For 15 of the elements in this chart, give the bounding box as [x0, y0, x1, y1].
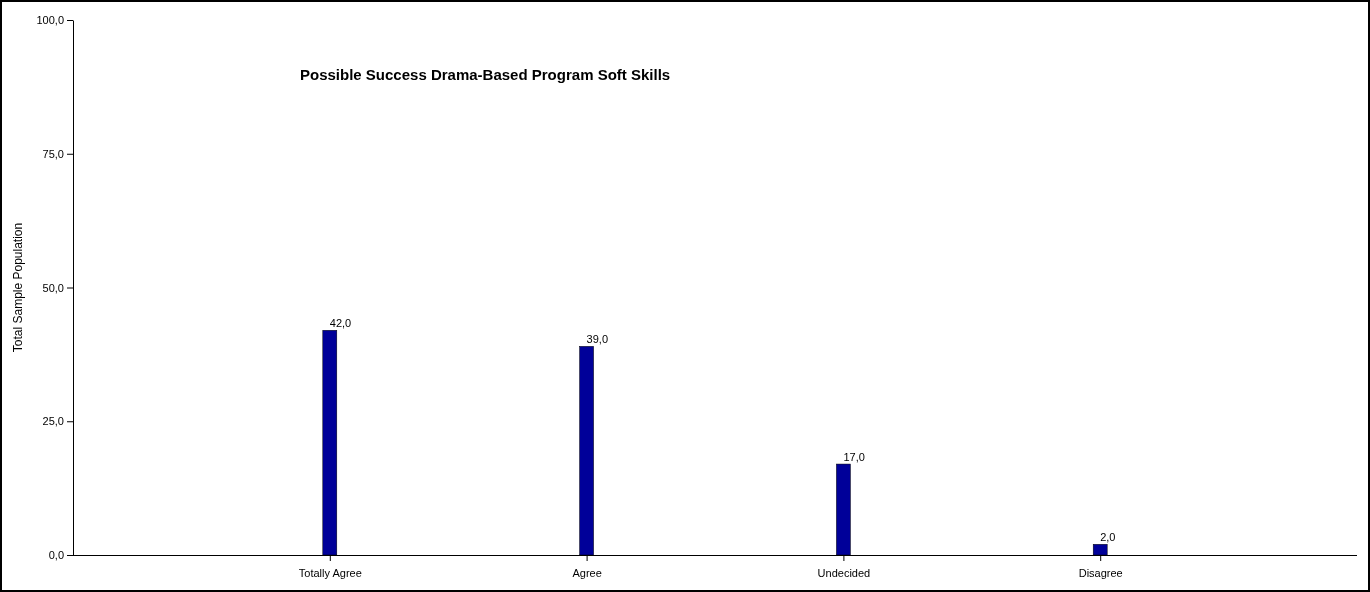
y-tick-label: 0,0	[48, 549, 64, 562]
data-label: 2,0	[1100, 531, 1116, 544]
data-label: 39,0	[586, 333, 609, 346]
y-tick-label: 100,0	[36, 14, 64, 27]
text: Possible Success Drama-Based Program Soft Skills	[300, 66, 671, 83]
y-tick-label: 25,0	[42, 415, 64, 428]
data-label: 17,0	[843, 451, 865, 464]
x-tick-label: Disagree	[1078, 567, 1123, 580]
y-tick-label: 75,0	[42, 147, 64, 160]
y-tick-label: 50,0	[42, 281, 64, 294]
x-tick-label: Undecided	[817, 567, 871, 580]
y-axis-title: Total Sample Population	[11, 222, 25, 353]
data-label: 42,0	[329, 317, 352, 330]
x-tick-label: Agree	[572, 567, 602, 580]
x-tick-label: Totally Agree	[298, 567, 362, 580]
